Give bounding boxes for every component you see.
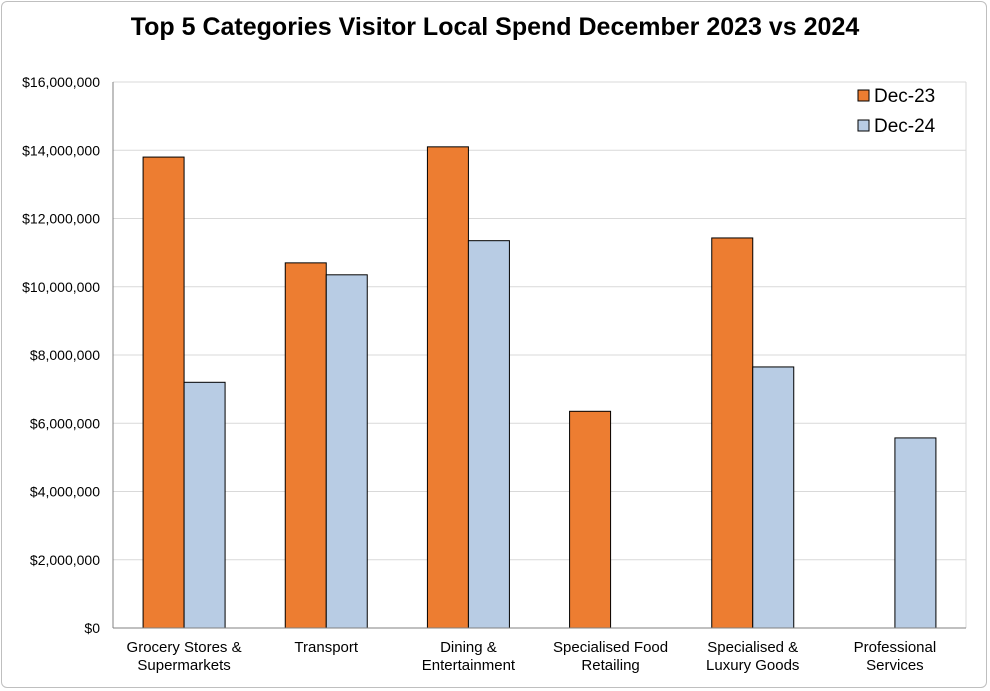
bar [569,410,612,629]
x-tick-label: Transport [294,639,358,656]
y-tick-label: $10,000,000 [22,279,100,295]
y-tick-label: $6,000,000 [30,415,100,431]
legend: Dec-23 Dec-24 [857,86,936,137]
bar [752,366,795,629]
x-tick-label: Grocery Stores & Supermarkets [127,639,242,674]
axes [112,82,966,629]
bar [894,437,937,629]
x-tick-label: Specialised Food Retailing [553,639,668,674]
y-tick-label: $16,000,000 [22,74,100,90]
chart-title: Top 5 Categories Visitor Local Spend Dec… [130,13,860,41]
legend-swatch [857,89,870,102]
bar [183,381,226,629]
y-tick-label: $12,000,000 [22,211,100,227]
legend-swatch [857,119,870,132]
x-tick-labels: Grocery Stores & Supermarkets Transport Din… [127,639,937,674]
bar [711,237,754,629]
y-tick-labels: $0 $2,000,000 $4,000,000 $6,000,000 $8,000,0… [22,74,100,636]
bar [467,240,510,629]
y-tick-label: $0 [84,620,100,636]
bars [142,146,937,629]
y-tick-label: $14,000,000 [22,142,100,158]
chart-title-container: Top 5 Categories Visitor Local Spend Dec… [0,12,990,43]
x-tick-label: Dining & Entertainment [422,639,516,674]
bar [325,274,368,629]
bar [426,146,469,629]
bar [142,156,185,629]
gridlines [113,81,967,628]
bar [284,262,327,629]
legend-label: Dec-23 [874,86,935,107]
y-tick-label: $8,000,000 [30,347,100,363]
y-tick-label: $4,000,000 [30,484,100,500]
legend-label: Dec-24 [874,116,936,137]
x-tick-label: Specialised & Luxury Goods [706,639,799,674]
y-tick-label: $2,000,000 [30,552,100,568]
x-tick-label: Professional Services [854,639,937,674]
